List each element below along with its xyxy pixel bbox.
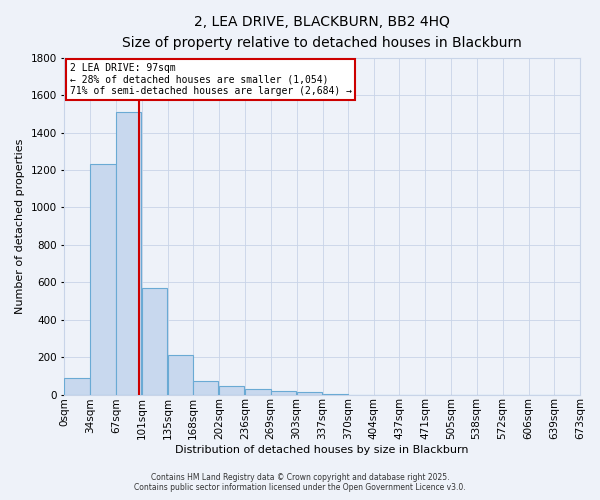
Text: 2 LEA DRIVE: 97sqm
← 28% of detached houses are smaller (1,054)
71% of semi-deta: 2 LEA DRIVE: 97sqm ← 28% of detached hou… [70,63,352,96]
Y-axis label: Number of detached properties: Number of detached properties [15,138,25,314]
Bar [91,164,116,394]
Title: 2, LEA DRIVE, BLACKBURN, BB2 4HQ
Size of property relative to detached houses in: 2, LEA DRIVE, BLACKBURN, BB2 4HQ Size of… [122,15,522,50]
Bar [142,288,167,395]
Bar [193,382,218,394]
Bar [168,355,193,395]
Bar [219,386,244,394]
Bar [245,389,271,394]
Bar [64,378,90,394]
Text: Contains public sector information licensed under the Open Government Licence v3: Contains public sector information licen… [134,484,466,492]
Bar [296,392,322,394]
Bar [271,391,296,394]
X-axis label: Distribution of detached houses by size in Blackburn: Distribution of detached houses by size … [175,445,469,455]
Text: Contains HM Land Registry data © Crown copyright and database right 2025.: Contains HM Land Registry data © Crown c… [151,474,449,482]
Bar [116,112,141,395]
